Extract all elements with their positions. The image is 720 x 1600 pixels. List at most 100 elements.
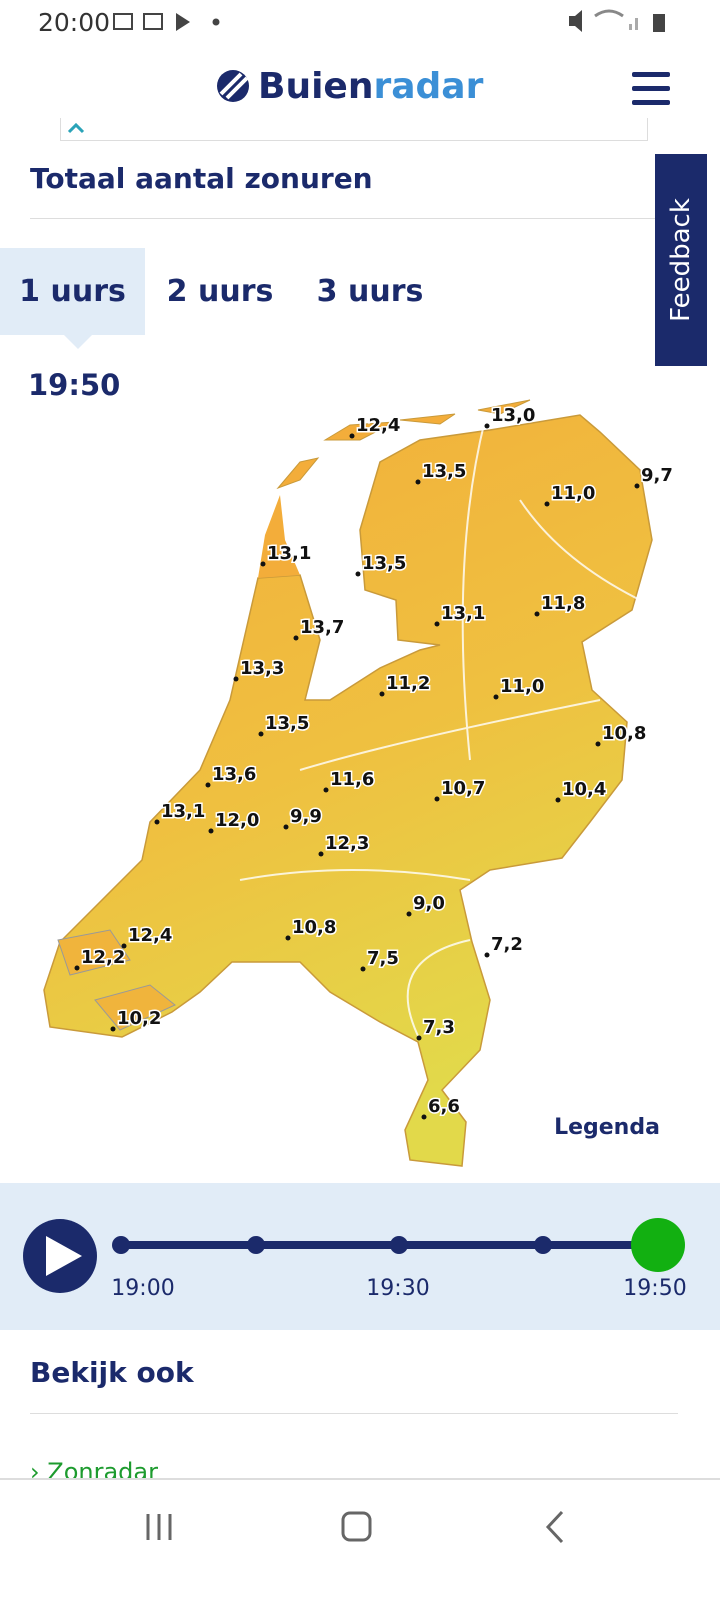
station-dot [544,501,550,507]
station-dot [379,691,385,697]
station-dot [283,824,289,830]
station-value: 11,0 [500,676,544,697]
timeline-labels: 19:00 19:30 19:50 [111,1276,686,1301]
collapsed-panel[interactable] [60,118,648,141]
station-dot [406,911,412,917]
home-button[interactable] [341,1511,372,1542]
station-value: 12,3 [325,833,369,854]
nav-bar [0,1478,720,1600]
timeline-steps[interactable] [112,1236,552,1254]
station-dot [258,731,264,737]
logo-part: radar [373,66,484,107]
station-dot [416,1035,422,1041]
tab[interactable]: 3 uurs [295,248,445,335]
station-dot [208,828,214,834]
station-dot [421,1114,427,1120]
tab-label: 2 uurs [166,274,274,309]
feedback-button[interactable]: Feedback [655,154,707,366]
station-dot [493,694,499,700]
station-dot [205,782,211,788]
station-value: 13,1 [267,543,311,564]
tab-label: 1 uurs [19,274,126,309]
timeline-handle[interactable] [631,1218,685,1272]
tab-pointer [64,335,92,349]
station-value: 9,9 [290,806,322,827]
station-value: 13,5 [362,553,406,574]
station-dot [555,797,561,803]
see-also-title: Bekijk ook [30,1356,194,1389]
chevron: › [30,1458,40,1486]
island [258,495,300,578]
station-value: 11,6 [330,769,374,790]
feedback-label: Feedback [666,198,696,322]
station-value: 13,1 [161,801,205,822]
station-value: 9,7 [641,465,673,486]
station-value: 7,5 [367,948,399,969]
station-dot [74,965,80,971]
station-value: 12,0 [215,810,259,831]
station-dot [360,966,366,972]
station-value: 12,2 [81,947,125,968]
menu-button[interactable] [630,70,672,108]
back-button[interactable] [545,1510,564,1544]
divider [30,218,658,219]
station-dot [323,787,329,793]
station-dot [355,571,361,577]
station-value: 10,8 [292,917,336,938]
timeline-label: 19:50 [623,1276,686,1301]
station-dot [484,423,490,429]
station-dot [484,952,490,958]
timeline-label: 19:00 [111,1276,174,1301]
wadden-islands [276,399,531,490]
station-value: 10,8 [602,723,646,744]
station-value: 13,1 [441,603,485,624]
station-value: 10,2 [117,1008,161,1029]
station-dot [415,479,421,485]
status-icons [113,13,220,31]
timeline: 19:00 19:30 19:50 [23,1218,687,1301]
legend-button[interactable]: Legenda [554,1115,660,1140]
station-dot [233,676,239,682]
station-value: 13,5 [265,713,309,734]
play-button[interactable] [23,1219,97,1293]
status-right-icons [569,9,665,32]
timeline-panel: 19:00 19:30 19:50 [0,1183,720,1330]
station-value: 12,4 [356,415,400,436]
station-dot [110,1026,116,1032]
station-dot [260,561,266,567]
station-dot [595,741,601,747]
borders [239,419,641,1041]
logo-text: Buienradar [258,66,483,107]
section-title: Totaal aantal zonuren [30,162,373,195]
tab[interactable]: 1 uurs [0,248,145,335]
tab-label: 3 uurs [316,274,424,309]
station-value: 7,2 [491,934,523,955]
station-value: 13,3 [240,658,284,679]
station-value: 6,6 [428,1096,460,1117]
tab[interactable]: 2 uurs [145,248,295,335]
recents-button[interactable] [146,1514,172,1540]
country-shape [43,414,653,1167]
logo-icon [217,70,249,102]
station-dot [534,611,540,617]
station-value: 10,7 [441,778,485,799]
station-value: 12,4 [128,925,172,946]
station-value: 11,2 [386,673,430,694]
station-dot [634,483,640,489]
station-dot [293,635,299,641]
station-value: 13,7 [300,617,344,638]
station-value: 13,0 [491,405,535,426]
station-value: 10,4 [562,779,606,800]
chevron-up [67,122,85,134]
map-shapes [43,399,653,1167]
station-value: 9,0 [413,893,445,914]
station-value: 13,6 [212,764,256,785]
station-value: 11,8 [541,593,585,614]
station-dot [285,935,291,941]
station-dot [121,943,127,949]
station-dot [154,819,160,825]
status-time: 20:00 [38,8,111,37]
station-value: 11,0 [551,483,595,504]
station-value: 7,3 [423,1017,455,1038]
